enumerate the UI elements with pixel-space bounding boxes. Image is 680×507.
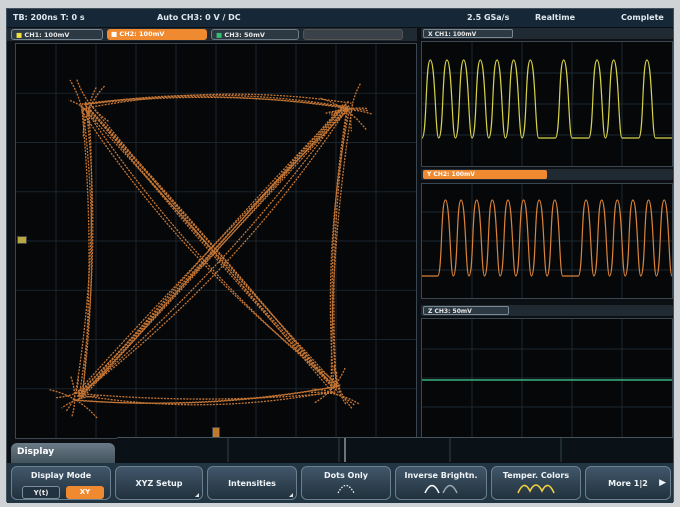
- ch2-marker-icon: ■: [111, 30, 118, 38]
- xy-display[interactable]: [15, 43, 417, 439]
- acquisition-mode[interactable]: Realtime: [535, 13, 576, 22]
- xy-trace-plot: [16, 44, 416, 438]
- dots-only-button[interactable]: Dots Only: [301, 466, 391, 500]
- status-bar: TB: 200ns T: 0 s Auto CH3: 0 V / DC 2.5 …: [7, 9, 673, 27]
- acquisition-state: Complete: [621, 13, 664, 22]
- panel-z-label: Z CH3: 50mV: [423, 306, 509, 315]
- mode-xy-button[interactable]: XY: [66, 486, 104, 499]
- dots-only-label: Dots Only: [324, 471, 368, 480]
- inverse-brightness-label: Inverse Brightn.: [404, 471, 478, 480]
- more-button[interactable]: More 1|2 ▶: [585, 466, 671, 500]
- panel-y-header[interactable]: Y CH2: 100mV: [421, 169, 673, 180]
- intensities-label: Intensities: [228, 479, 276, 488]
- channel-tab-label: CH2: 100mV: [119, 30, 165, 38]
- panel-y-label: Y CH2: 100mV: [423, 170, 547, 179]
- more-label: More 1|2: [608, 479, 648, 488]
- dots-only-icon: [337, 484, 355, 494]
- next-arrow-icon: ▶: [659, 478, 666, 488]
- oscilloscope-screen: TB: 200ns T: 0 s Auto CH3: 0 V / DC 2.5 …: [6, 8, 674, 503]
- trigger-readout[interactable]: Auto CH3: 0 V / DC: [157, 13, 241, 22]
- panel-x-waveform[interactable]: [421, 41, 673, 167]
- ch3-waveform: [422, 319, 672, 437]
- temper-colors-icon: [517, 484, 555, 494]
- intensities-button[interactable]: Intensities: [207, 466, 297, 500]
- ch3-marker-icon: ■: [216, 31, 223, 39]
- panel-z-waveform[interactable]: [421, 318, 673, 438]
- timebase-readout[interactable]: TB: 200ns T: 0 s: [13, 13, 85, 22]
- panel-x-header[interactable]: X CH1: 100mV: [421, 28, 673, 39]
- channel-tab-ch4[interactable]: [303, 29, 403, 40]
- xyz-setup-button[interactable]: XYZ Setup: [115, 466, 203, 500]
- temper-colors-button[interactable]: Temper. Colors: [491, 466, 581, 500]
- display-mode-label: Display Mode: [30, 471, 92, 480]
- submenu-corner-icon: [195, 493, 199, 497]
- ch2-waveform: [422, 184, 673, 298]
- y-offset-marker[interactable]: [17, 236, 27, 244]
- channel-tabs: ■ CH1: 100mV ■ CH2: 100mV ■ CH3: 50mV: [7, 28, 417, 41]
- xyz-setup-label: XYZ Setup: [135, 479, 183, 488]
- menu-title: Display: [11, 443, 115, 465]
- mode-yt-button[interactable]: Y(t): [22, 486, 60, 499]
- channel-tab-ch2[interactable]: ■ CH2: 100mV: [107, 29, 207, 40]
- channel-tab-label: CH1: 100mV: [24, 31, 70, 39]
- channel-tab-label: CH3: 50mV: [224, 31, 265, 39]
- samplerate-readout[interactable]: 2.5 GSa/s: [467, 13, 510, 22]
- submenu-corner-icon: [289, 493, 293, 497]
- timeline-strip: [117, 437, 673, 462]
- ch1-waveform: [421, 42, 672, 166]
- panel-z-header[interactable]: Z CH3: 50mV: [421, 305, 673, 316]
- display-mode-softkey[interactable]: Display Mode Y(t) XY: [11, 466, 111, 500]
- channel-tab-ch1[interactable]: ■ CH1: 100mV: [11, 29, 103, 40]
- panel-y-waveform[interactable]: [421, 183, 673, 299]
- channel-tab-ch3[interactable]: ■ CH3: 50mV: [211, 29, 299, 40]
- panel-x-label: X CH1: 100mV: [423, 29, 513, 38]
- ch1-marker-icon: ■: [16, 31, 23, 39]
- inverse-brightness-icon: [424, 484, 458, 494]
- softkey-menu: Display Mode Y(t) XY XYZ Setup Intensiti…: [7, 463, 673, 503]
- inverse-brightness-button[interactable]: Inverse Brightn.: [395, 466, 487, 500]
- temper-colors-label: Temper. Colors: [502, 471, 570, 480]
